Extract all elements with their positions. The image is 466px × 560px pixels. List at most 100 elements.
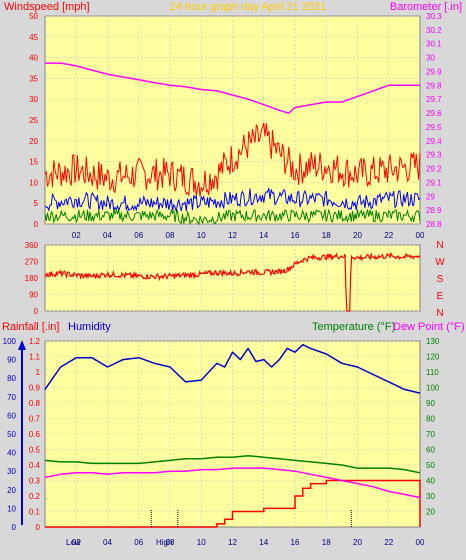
humidity-tick-label: 90 xyxy=(7,356,16,365)
hour-tick-label: 18 xyxy=(322,231,331,240)
humidity-line xyxy=(44,343,421,394)
temperature-tick-label: 70 xyxy=(426,430,435,439)
wind-max-line xyxy=(44,122,421,197)
barometer-line xyxy=(45,62,420,114)
barometer-tick-label: 30.1 xyxy=(426,40,442,49)
temperature-tick-label: 120 xyxy=(426,353,440,362)
rainfall-tick-label: 0.1 xyxy=(29,508,41,517)
windspeed-axis-label: Windspeed [mph] xyxy=(4,1,90,13)
rainfall-tick-label: 1 xyxy=(36,368,41,377)
hour-tick-label: 04 xyxy=(103,538,112,547)
humidity-tick-label: 20 xyxy=(7,486,16,495)
humidity-tick-label: 60 xyxy=(7,411,16,420)
windspeed-tick-label: 30 xyxy=(29,95,38,104)
hour-tick-label: 06 xyxy=(134,231,143,240)
direction-tick-label: 180 xyxy=(25,274,39,283)
hour-tick-label: 20 xyxy=(353,231,362,240)
chart-title: 24 hour graph day April 21 2021 xyxy=(170,1,327,13)
chart-plot-layer: 0510152025303540455028.828.92929.129.229… xyxy=(3,12,446,547)
hour-tick-label: 16 xyxy=(291,538,300,547)
temperature-tick-label: 40 xyxy=(426,477,435,486)
humidity-tick-label: 50 xyxy=(7,430,16,439)
rainfall-axis-label: Rainfall [.in] xyxy=(2,321,59,333)
windspeed-tick-label: 20 xyxy=(29,137,38,146)
windspeed-tick-label: 50 xyxy=(29,12,38,21)
rainfall-tick-label: 0.4 xyxy=(29,461,41,470)
barometer-tick-label: 30 xyxy=(426,54,435,63)
hour-tick-label: 14 xyxy=(259,538,268,547)
temperature-tick-label: 30 xyxy=(426,492,435,501)
hour-tick-label: 06 xyxy=(134,538,143,547)
temperature-line xyxy=(44,454,421,474)
windspeed-tick-label: 0 xyxy=(34,220,39,229)
windspeed-tick-label: 5 xyxy=(34,199,39,208)
barometer-tick-label: 28.9 xyxy=(426,206,442,215)
compass-label: S xyxy=(437,274,444,285)
windspeed-tick-label: 25 xyxy=(29,116,38,125)
hour-tick-label: 00 xyxy=(416,231,425,240)
windspeed-tick-label: 15 xyxy=(29,158,38,167)
humidity-axis-label: Humidity xyxy=(68,321,111,333)
rainfall-tick-label: 0.5 xyxy=(29,446,41,455)
temperature-tick-label: 130 xyxy=(426,337,440,346)
hour-tick-label: 02 xyxy=(72,231,81,240)
hour-tick-label: 12 xyxy=(228,538,237,547)
humidity-tick-label: 100 xyxy=(3,337,17,346)
hour-tick-label: 04 xyxy=(103,231,112,240)
humidity-tick-label: 80 xyxy=(7,374,16,383)
hour-tick-label: 16 xyxy=(291,231,300,240)
barometer-tick-label: 29.3 xyxy=(426,151,442,160)
rainfall-tick-label: 0.9 xyxy=(29,384,41,393)
wind-avg-line xyxy=(44,187,421,213)
barometer-tick-label: 29.2 xyxy=(426,165,442,174)
hour-tick-label: 12 xyxy=(228,231,237,240)
hour-tick-label: 10 xyxy=(197,231,206,240)
temperature-tick-label: 80 xyxy=(426,415,435,424)
rainfall-tick-label: 0.3 xyxy=(29,477,41,486)
barometer-tick-label: 29.8 xyxy=(426,81,442,90)
direction-tick-label: 90 xyxy=(29,291,38,300)
rainfall-line xyxy=(45,479,421,528)
barometer-tick-label: 29.9 xyxy=(426,67,442,76)
direction-tick-label: 270 xyxy=(25,258,39,267)
barometer-tick-label: 29.7 xyxy=(426,95,442,104)
humidity-arrow-head xyxy=(18,340,26,350)
barometer-tick-label: 29.6 xyxy=(426,109,442,118)
temperature-tick-label: 20 xyxy=(426,508,435,517)
hour-tick-label: 18 xyxy=(322,538,331,547)
temperature-tick-label: 60 xyxy=(426,446,435,455)
temperature-tick-label: 100 xyxy=(426,384,440,393)
rainfall-tick-label: 1.1 xyxy=(29,353,41,362)
hour-tick-label: 22 xyxy=(384,231,393,240)
hour-tick-label: 08 xyxy=(166,231,175,240)
temperature-axis-label: Temperature (°F) xyxy=(312,321,395,333)
hour-tick-label: 08 xyxy=(166,538,175,547)
wind-direction-line xyxy=(44,251,421,312)
hour-tick-label: 14 xyxy=(259,231,268,240)
high-label: High xyxy=(156,538,172,547)
humidity-tick-label: 0 xyxy=(12,523,17,532)
hour-tick-label: 02 xyxy=(72,538,81,547)
rainfall-tick-label: 0.2 xyxy=(29,492,41,501)
compass-label: W xyxy=(435,257,445,268)
windspeed-tick-label: 45 xyxy=(29,33,38,42)
hour-tick-label: 22 xyxy=(384,538,393,547)
dewpoint-axis-label: Dew Point (°F) xyxy=(393,321,465,333)
barometer-tick-label: 30.2 xyxy=(426,26,442,35)
humidity-tick-label: 30 xyxy=(7,467,16,476)
direction-tick-label: 0 xyxy=(34,307,39,316)
temperature-tick-label: 90 xyxy=(426,399,435,408)
rainfall-tick-label: 0 xyxy=(36,523,41,532)
hour-tick-label: 20 xyxy=(353,538,362,547)
barometer-tick-label: 29.5 xyxy=(426,123,442,132)
wind-min-line xyxy=(44,208,421,226)
barometer-axis-label: Barometer [.in] xyxy=(390,1,462,13)
direction-tick-label: 360 xyxy=(25,241,39,250)
barometer-tick-label: 29.1 xyxy=(426,178,442,187)
windspeed-tick-label: 40 xyxy=(29,54,38,63)
temperature-tick-label: 50 xyxy=(426,461,435,470)
hour-tick-label: 00 xyxy=(416,538,425,547)
barometer-tick-label: 29.4 xyxy=(426,137,442,146)
